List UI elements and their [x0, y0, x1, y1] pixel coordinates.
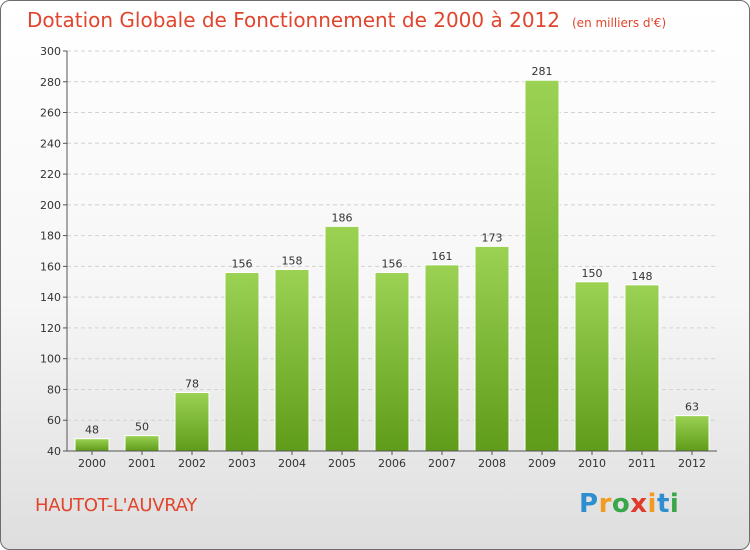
- x-tick-label: 2011: [628, 457, 656, 470]
- x-tick-label: 2010: [578, 457, 606, 470]
- bar-2003: [224, 272, 260, 452]
- y-tick-label: 260: [40, 107, 61, 120]
- bar-2011: [624, 284, 660, 452]
- y-tick-label: 80: [47, 383, 61, 396]
- chart-title-text: Dotation Globale de Fonctionnement de 20…: [27, 8, 560, 32]
- y-tick-label: 300: [40, 45, 61, 58]
- y-tick-label: 180: [40, 230, 61, 243]
- bar-value-label: 150: [582, 267, 603, 280]
- bar-value-label: 156: [232, 258, 253, 271]
- bar-2000: [74, 438, 110, 452]
- bar-value-label: 63: [685, 401, 699, 414]
- y-tick-label: 120: [40, 322, 61, 335]
- bar-value-label: 148: [632, 270, 653, 283]
- y-tick-label: 220: [40, 168, 61, 181]
- chart-title: Dotation Globale de Fonctionnement de 20…: [27, 8, 666, 32]
- y-axis: 40 60 80 100 120 140 160 180 200 220 240 260 280 300: [40, 45, 68, 458]
- bar-value-label: 156: [382, 258, 403, 271]
- logo-letter: i: [647, 489, 657, 519]
- commune-name: HAUTOT-L'AUVRAY: [35, 495, 197, 516]
- y-tick-label: 60: [47, 414, 61, 427]
- x-tick-label: 2002: [178, 457, 206, 470]
- bar-2012: [674, 415, 710, 452]
- y-tick-label: 240: [40, 137, 61, 150]
- bar-2007: [424, 264, 460, 452]
- bar-2006: [374, 272, 410, 452]
- logo-letter: o: [611, 489, 631, 519]
- logo-letter: t: [656, 489, 670, 519]
- bars: 48 50 78 156 158 186 156 161 173 281 150 148 63: [74, 65, 710, 452]
- x-tick-label: 2003: [228, 457, 256, 470]
- x-tick-label: 2006: [378, 457, 406, 470]
- y-tick-label: 200: [40, 199, 61, 212]
- bar-2004: [274, 268, 310, 452]
- bar-2002: [174, 392, 210, 452]
- y-tick-label: 160: [40, 260, 61, 273]
- chart-subtitle: (en milliers d'€): [572, 16, 667, 30]
- x-tick-label: 2012: [678, 457, 706, 470]
- y-tick-label: 100: [40, 353, 61, 366]
- x-axis: 2000 2001 2002 2003 2004 2005 2006 2007 2008 2009…: [67, 450, 717, 470]
- y-tick-label: 40: [47, 445, 61, 458]
- x-tick-label: 2000: [78, 457, 106, 470]
- bar-value-label: 281: [532, 65, 553, 78]
- bar-value-label: 48: [85, 424, 99, 437]
- x-tick-label: 2001: [128, 457, 156, 470]
- bar-value-label: 78: [185, 378, 199, 391]
- logo-letter: x: [630, 489, 648, 519]
- y-tick-label: 140: [40, 291, 61, 304]
- bar-2001: [124, 435, 160, 452]
- x-tick-label: 2009: [528, 457, 556, 470]
- bar-2005: [324, 225, 360, 452]
- bar-2008: [474, 245, 510, 452]
- bar-value-label: 50: [135, 421, 149, 434]
- logo-letter: i: [669, 489, 680, 519]
- logo-letter: P: [579, 489, 599, 519]
- x-tick-label: 2007: [428, 457, 456, 470]
- x-tick-label: 2005: [328, 457, 356, 470]
- x-tick-label: 2008: [478, 457, 506, 470]
- bar-2010: [574, 281, 610, 452]
- x-tick-label: 2004: [278, 457, 306, 470]
- logo-letter: r: [598, 489, 612, 519]
- proxiti-logo[interactable]: Proxiti: [579, 489, 679, 519]
- bar-value-label: 161: [432, 250, 453, 263]
- bar-2009: [524, 79, 560, 452]
- bar-value-label: 173: [482, 231, 503, 244]
- bar-value-label: 158: [282, 254, 303, 267]
- y-tick-label: 280: [40, 76, 61, 89]
- bar-value-label: 186: [332, 211, 353, 224]
